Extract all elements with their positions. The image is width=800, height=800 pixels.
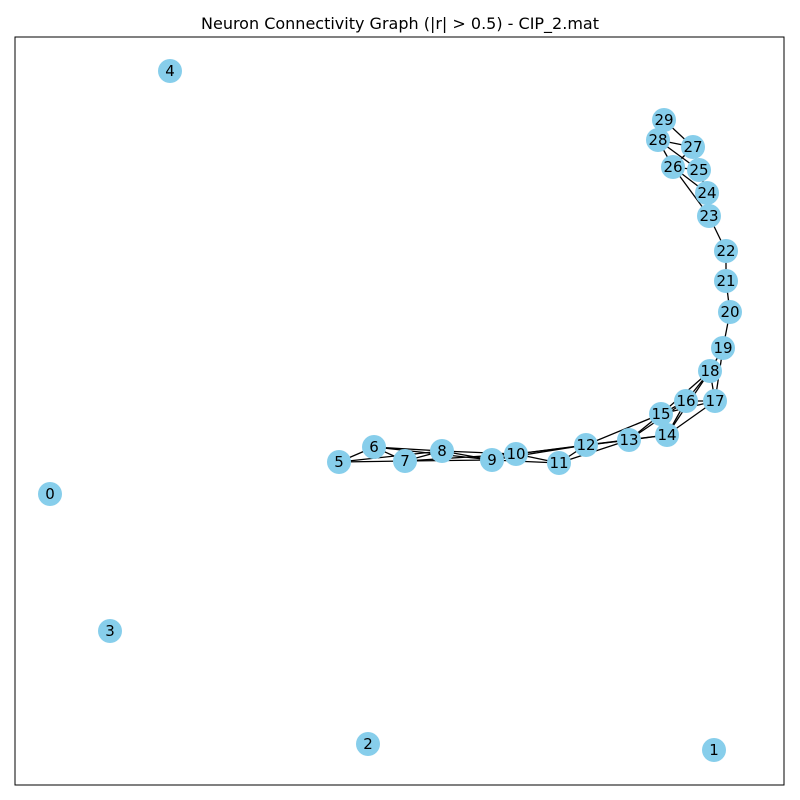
node-label: 12 — [576, 436, 595, 454]
node-14: 14 — [655, 423, 679, 447]
node-circle — [480, 448, 504, 472]
node-label: 23 — [699, 207, 718, 225]
node-3: 3 — [98, 619, 122, 643]
node-label: 9 — [487, 451, 497, 469]
node-0: 0 — [38, 482, 62, 506]
node-label: 5 — [334, 453, 344, 471]
graph-title: Neuron Connectivity Graph (|r| > 0.5) - … — [201, 14, 599, 34]
node-27: 27 — [681, 135, 705, 159]
node-12: 12 — [574, 433, 598, 457]
node-circle — [652, 108, 676, 132]
node-label: 19 — [713, 339, 732, 357]
node-label: 14 — [657, 426, 676, 444]
node-circle — [674, 389, 698, 413]
node-label: 20 — [720, 303, 739, 321]
node-13: 13 — [617, 428, 641, 452]
node-circle — [617, 428, 641, 452]
node-circle — [362, 435, 386, 459]
node-label: 21 — [716, 272, 735, 290]
node-6: 6 — [362, 435, 386, 459]
node-label: 15 — [651, 405, 670, 423]
node-label: 25 — [689, 161, 708, 179]
plot-frame — [14, 36, 785, 786]
node-label: 17 — [705, 392, 724, 410]
node-15: 15 — [649, 402, 673, 426]
node-circle — [703, 389, 727, 413]
node-label: 24 — [697, 184, 716, 202]
node-label: 1 — [709, 741, 719, 759]
node-circle — [649, 402, 673, 426]
node-label: 4 — [165, 62, 175, 80]
node-label: 6 — [369, 438, 379, 456]
node-circle — [38, 482, 62, 506]
node-circle — [547, 451, 571, 475]
node-circle — [702, 738, 726, 762]
node-10: 10 — [504, 442, 528, 466]
node-circle — [661, 155, 685, 179]
node-circle — [714, 269, 738, 293]
edge-8-10 — [441, 450, 517, 455]
node-5: 5 — [327, 450, 351, 474]
node-4: 4 — [158, 59, 182, 83]
node-circle — [711, 336, 735, 360]
node-circle — [158, 59, 182, 83]
node-28: 28 — [646, 128, 670, 152]
node-label: 26 — [663, 158, 682, 176]
node-circle — [718, 300, 742, 324]
node-11: 11 — [547, 451, 571, 475]
node-label: 3 — [105, 622, 115, 640]
node-label: 8 — [437, 442, 447, 460]
node-16: 16 — [674, 389, 698, 413]
node-circle — [393, 449, 417, 473]
node-label: 22 — [716, 242, 735, 260]
node-circle — [698, 359, 722, 383]
node-circle — [697, 204, 721, 228]
node-circle — [356, 732, 380, 756]
node-label: 13 — [619, 431, 638, 449]
node-18: 18 — [698, 359, 722, 383]
node-label: 7 — [400, 452, 410, 470]
node-circle — [687, 158, 711, 182]
node-2: 2 — [356, 732, 380, 756]
node-label: 28 — [648, 131, 667, 149]
node-label: 18 — [700, 362, 719, 380]
node-22: 22 — [714, 239, 738, 263]
node-circle — [327, 450, 351, 474]
node-26: 26 — [661, 155, 685, 179]
node-label: 10 — [506, 445, 525, 463]
node-label: 0 — [45, 485, 55, 503]
node-circle — [646, 128, 670, 152]
node-label: 2 — [363, 735, 373, 753]
node-23: 23 — [697, 204, 721, 228]
node-1: 1 — [702, 738, 726, 762]
node-label: 11 — [549, 454, 568, 472]
node-circle — [98, 619, 122, 643]
node-circle — [655, 423, 679, 447]
node-label: 16 — [676, 392, 695, 410]
node-circle — [714, 239, 738, 263]
node-circle — [574, 433, 598, 457]
node-21: 21 — [714, 269, 738, 293]
node-20: 20 — [718, 300, 742, 324]
node-8: 8 — [430, 439, 454, 463]
node-29: 29 — [652, 108, 676, 132]
node-circle — [504, 442, 528, 466]
node-19: 19 — [711, 336, 735, 360]
node-9: 9 — [480, 448, 504, 472]
node-circle — [681, 135, 705, 159]
node-label: 27 — [683, 138, 702, 156]
node-circle — [430, 439, 454, 463]
node-25: 25 — [687, 158, 711, 182]
node-17: 17 — [703, 389, 727, 413]
node-label: 29 — [654, 111, 673, 129]
node-circle — [695, 181, 719, 205]
node-7: 7 — [393, 449, 417, 473]
node-24: 24 — [695, 181, 719, 205]
